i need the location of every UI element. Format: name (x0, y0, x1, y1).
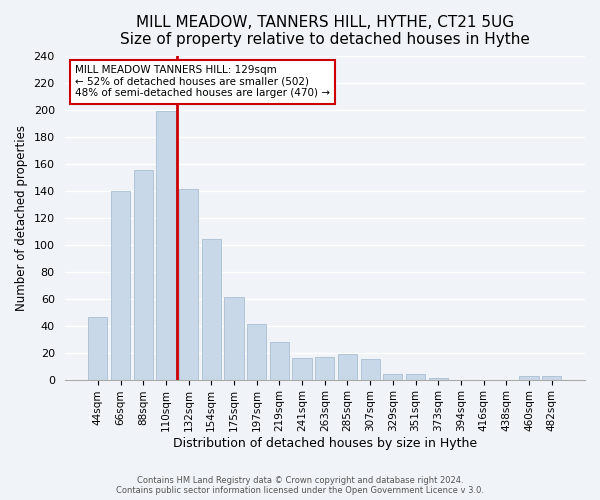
Bar (111, 190, 130, 380)
Bar (247, 324, 266, 380)
Bar (202, 239, 221, 380)
Bar (134, 170, 153, 380)
Bar (383, 374, 403, 380)
Bar (156, 111, 176, 380)
Text: Contains HM Land Registry data © Crown copyright and database right 2024.
Contai: Contains HM Land Registry data © Crown c… (116, 476, 484, 495)
Bar (224, 297, 244, 380)
X-axis label: Distribution of detached houses by size in Hythe: Distribution of detached houses by size … (173, 437, 477, 450)
Bar (542, 376, 562, 380)
Bar (270, 342, 289, 380)
Y-axis label: Number of detached properties: Number of detached properties (15, 124, 28, 310)
Bar (315, 356, 334, 380)
Bar (406, 374, 425, 380)
Bar (361, 360, 380, 380)
Bar (179, 189, 198, 380)
Bar (520, 376, 539, 380)
Bar (338, 354, 357, 380)
Bar (292, 358, 312, 380)
Bar (428, 378, 448, 380)
Title: MILL MEADOW, TANNERS HILL, HYTHE, CT21 5UG
Size of property relative to detached: MILL MEADOW, TANNERS HILL, HYTHE, CT21 5… (120, 15, 530, 48)
Bar (88, 318, 107, 380)
Text: MILL MEADOW TANNERS HILL: 129sqm
← 52% of detached houses are smaller (502)
48% : MILL MEADOW TANNERS HILL: 129sqm ← 52% o… (75, 65, 330, 98)
